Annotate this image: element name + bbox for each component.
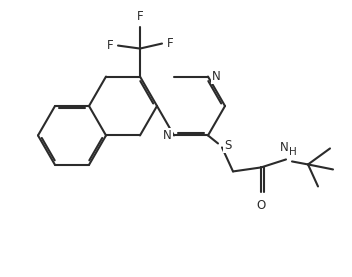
Text: N: N [279, 142, 288, 155]
Text: H: H [289, 147, 297, 157]
Text: N: N [163, 129, 172, 142]
Text: F: F [167, 37, 174, 50]
Text: F: F [137, 9, 143, 22]
Text: N: N [212, 70, 221, 83]
Text: S: S [224, 139, 231, 152]
Text: O: O [256, 199, 266, 212]
Text: F: F [106, 39, 113, 52]
